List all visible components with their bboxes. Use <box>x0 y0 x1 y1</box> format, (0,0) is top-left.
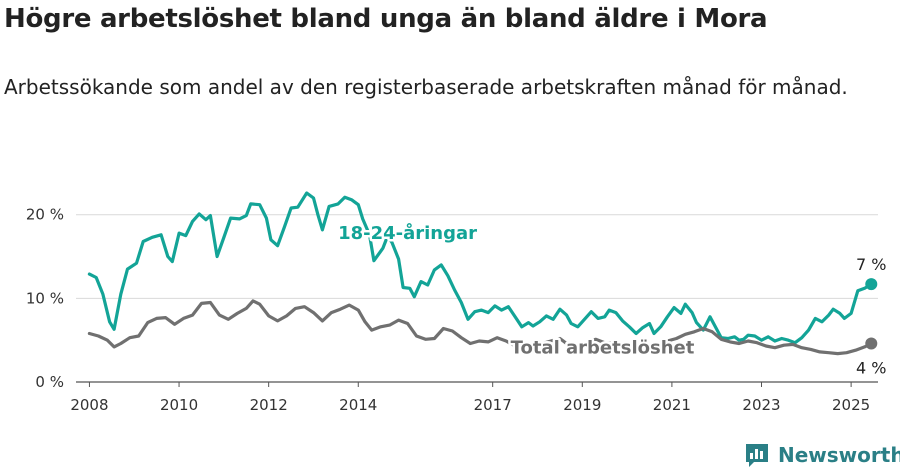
series-labels: 18-24-åringar Total arbetslöshet 7 % 4 % <box>336 219 889 379</box>
youth-series-label: 18-24-åringar <box>338 222 477 244</box>
total-series-label: Total arbetslöshet <box>511 338 695 359</box>
youth-series-line <box>87 191 873 345</box>
x-axis-ticks: 2008 2010 2012 2014 2017 2019 2021 2023 2025 <box>70 382 870 414</box>
x-tick-label: 2023 <box>742 396 780 414</box>
chart-subtitle: Arbetssökande som andel av den registerb… <box>4 75 848 99</box>
y-tick-label: 10 % <box>26 289 64 307</box>
x-tick-label: 2017 <box>474 396 512 414</box>
y-tick-label: 20 % <box>26 206 64 224</box>
chart-title: Högre arbetslöshet bland unga än bland ä… <box>4 4 768 34</box>
newsworthy-logo-icon <box>746 444 768 467</box>
x-tick-label: 2019 <box>563 396 601 414</box>
x-tick-label: 2025 <box>832 396 870 414</box>
y-tick-label: 0 % <box>35 373 64 391</box>
series-lines <box>87 191 878 356</box>
x-tick-label: 2021 <box>653 396 691 414</box>
x-tick-label: 2008 <box>70 396 108 414</box>
x-tick-label: 2010 <box>160 396 198 414</box>
total-end-value: 4 % <box>856 359 886 378</box>
x-tick-label: 2012 <box>250 396 288 414</box>
youth-end-value: 7 % <box>856 255 886 274</box>
brand-name: Newsworthy <box>778 443 900 467</box>
total-series-line <box>87 299 873 356</box>
total-end-point <box>865 337 878 350</box>
y-axis-ticks: 0 % 10 % 20 % <box>26 206 64 391</box>
x-tick-label: 2014 <box>339 396 377 414</box>
newsworthy-logo: Newsworthy <box>744 442 900 468</box>
youth-end-point <box>865 278 878 291</box>
